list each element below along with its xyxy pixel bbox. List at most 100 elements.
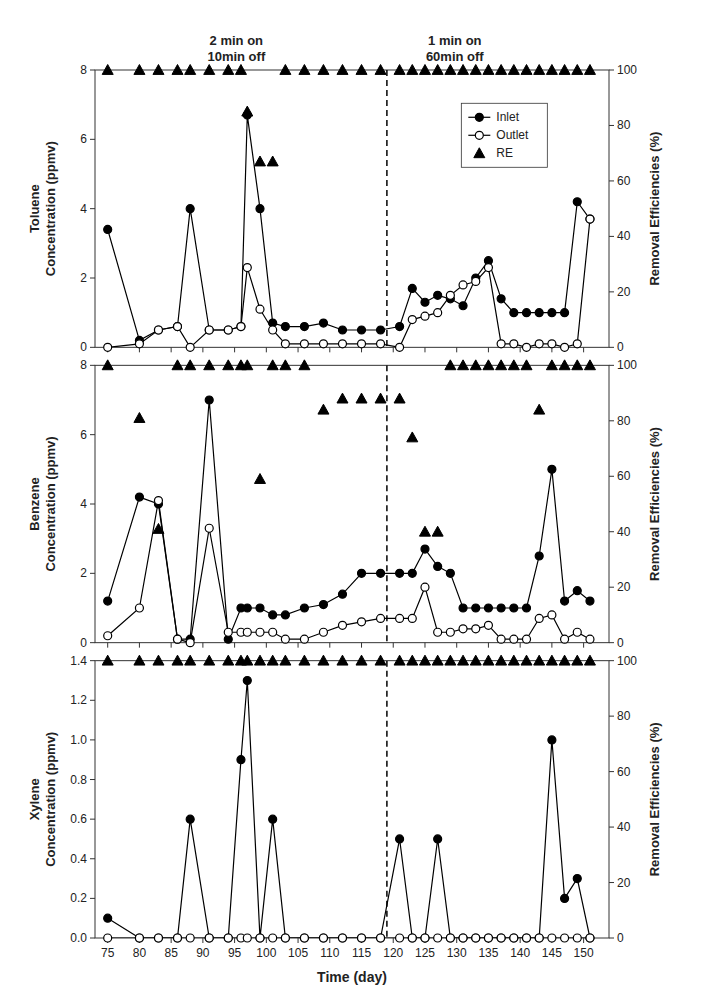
data-point [508, 655, 519, 665]
data-point [269, 326, 277, 334]
data-point [396, 343, 404, 351]
data-point [205, 396, 213, 404]
y-tick [90, 898, 95, 899]
data-point [472, 934, 480, 942]
y2-tick-label-line: 20 [617, 876, 631, 890]
data-point [338, 934, 346, 942]
y-tick-label-line: 2 [80, 566, 87, 580]
data-point [318, 404, 329, 414]
data-point [434, 562, 442, 570]
data-point [561, 934, 569, 942]
figure: 02468020406080100TolueneConcentration (p… [0, 0, 704, 1003]
annotation: 1 min on60min off [426, 33, 484, 64]
data-point [135, 604, 143, 612]
y2-tick-label: 0 [617, 340, 624, 354]
x-tick [107, 643, 108, 648]
data-point [510, 604, 518, 612]
data-point [421, 934, 429, 942]
data-point [561, 894, 569, 902]
data-point [281, 934, 289, 942]
data-point [204, 360, 215, 370]
x-tick [424, 643, 425, 648]
data-point [135, 340, 143, 348]
y2-tick-label: 0 [617, 636, 624, 650]
data-point [584, 360, 595, 370]
x-tick [520, 938, 521, 943]
y-tick-label: 6 [80, 428, 87, 442]
data-point [419, 65, 430, 75]
x-tick [202, 643, 203, 648]
data-point [375, 655, 386, 665]
x-tick [520, 643, 521, 648]
data-point [377, 326, 385, 334]
y2-tick [609, 716, 614, 717]
data-point [484, 621, 492, 629]
data-point [497, 934, 505, 942]
y2-tick-label: 40 [617, 820, 631, 834]
y2-tick-label: 20 [617, 580, 631, 594]
data-point [446, 934, 454, 942]
data-point [421, 934, 429, 942]
data-point [535, 614, 543, 622]
data-point [446, 628, 454, 636]
data-point [483, 360, 494, 370]
data-point [185, 360, 196, 370]
y2-axis-label-line: Removal Efficiencies (%) [647, 427, 662, 581]
x-tick-label: 110 [320, 946, 339, 960]
series-line [108, 400, 590, 639]
data-point [102, 360, 113, 370]
data-point [154, 326, 162, 334]
data-point [173, 323, 181, 331]
y2-tick-label: 100 [617, 654, 637, 668]
y-tick-label-line: 0.0 [70, 931, 87, 945]
y-axis-label-line: Concentration (ppmv) [43, 732, 58, 867]
y-axis-label-line: Xylene [27, 778, 42, 820]
data-point [134, 413, 145, 423]
data-point [407, 432, 418, 442]
lines [108, 70, 590, 347]
y-tick-label-line: 4 [80, 497, 87, 511]
data-point [256, 604, 264, 612]
x-tick [583, 347, 584, 352]
x-tick [520, 347, 521, 352]
data-point [269, 611, 277, 619]
series-line [108, 501, 590, 643]
data-point [573, 934, 581, 942]
data-point [510, 309, 518, 317]
x-tick [266, 347, 267, 352]
dashed-line [386, 70, 388, 347]
data-point [375, 65, 386, 75]
y2-tick-label: 0 [617, 931, 624, 945]
lines [108, 365, 590, 642]
data-point [483, 655, 494, 665]
data-point [508, 360, 519, 370]
y2-tick-label-line: 20 [617, 285, 631, 299]
data-point [510, 340, 518, 348]
x-tick [171, 643, 172, 648]
data-point [408, 934, 416, 942]
data-point [497, 635, 505, 643]
data-point [561, 309, 569, 317]
data-point [281, 635, 289, 643]
y-tick [90, 819, 95, 820]
x-tick [424, 347, 425, 352]
data-point [419, 526, 430, 536]
x-tick [171, 347, 172, 352]
x-tick-label-line: 150 [574, 946, 594, 960]
y2-tick-label-line: 40 [617, 820, 631, 834]
y2-tick [609, 642, 614, 643]
data-point [584, 655, 595, 665]
y2-tick-label-line: 80 [617, 414, 631, 428]
y-tick-label: 0 [80, 636, 87, 650]
x-tick-label-line: 105 [288, 946, 308, 960]
y-tick-label: 4 [80, 202, 87, 216]
data-point [154, 326, 162, 334]
background [0, 0, 704, 1003]
x-tick-label-line: 75 [101, 946, 115, 960]
y2-tick-label-line: 60 [617, 174, 631, 188]
data-point [319, 934, 327, 942]
data-point [186, 639, 194, 647]
data-point [377, 614, 385, 622]
data-point [523, 934, 531, 942]
x-tick-label: 130 [447, 946, 467, 960]
